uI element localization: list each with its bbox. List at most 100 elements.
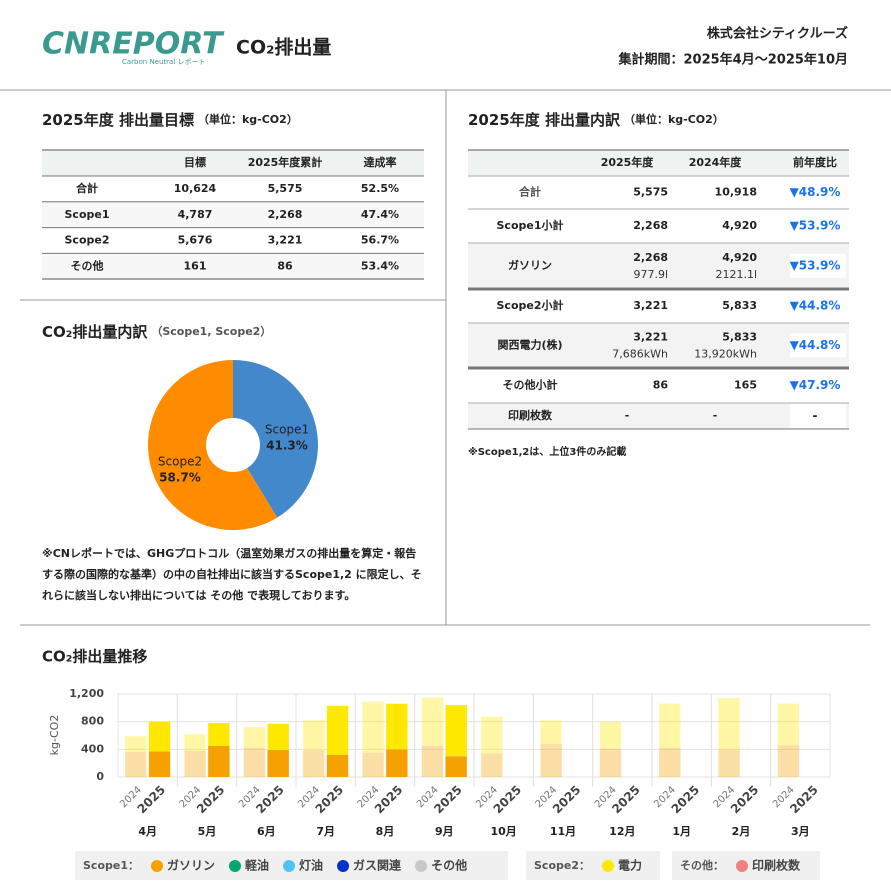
bar-segment bbox=[481, 716, 503, 754]
header-row bbox=[468, 150, 849, 176]
cell: Scope2小計 bbox=[497, 298, 564, 312]
x-tick-label: 10月 bbox=[491, 825, 517, 838]
pie-slice bbox=[233, 360, 318, 518]
sub-cell: 2121.1l bbox=[715, 268, 757, 281]
cell: 4,920 bbox=[722, 219, 757, 232]
year-label: 2025 bbox=[431, 783, 465, 817]
legend-group-label: Scope2： bbox=[534, 859, 590, 872]
section-title: CO₂排出量推移 bbox=[42, 648, 147, 666]
title: CO₂排出量内訳 bbox=[42, 323, 148, 341]
year-label: 2025 bbox=[669, 783, 703, 817]
company: 株式会社シティクルーズ bbox=[707, 26, 848, 42]
cell: 4,920 bbox=[722, 251, 757, 264]
cell: 47.4% bbox=[361, 208, 399, 221]
legend-swatch bbox=[337, 860, 350, 872]
year-label: 2025 bbox=[253, 783, 287, 817]
cell: - bbox=[713, 409, 718, 422]
legend-group-label: その他： bbox=[680, 858, 724, 872]
x-tick-label: 12月 bbox=[609, 825, 635, 838]
cell: 52.5% bbox=[361, 182, 399, 195]
cell: その他小計 bbox=[503, 378, 558, 392]
bar-segment bbox=[718, 698, 740, 750]
cell: ▼44.8% bbox=[790, 299, 841, 313]
cell: ▼44.8% bbox=[790, 338, 841, 352]
header-cell: 2025年度累計 bbox=[248, 155, 323, 169]
legend-label: ガス関連 bbox=[353, 858, 402, 873]
cell: 4,787 bbox=[178, 208, 213, 221]
bar-segment bbox=[243, 727, 266, 748]
cell: 56.7% bbox=[361, 234, 399, 247]
y-tick-label: 0 bbox=[96, 770, 104, 783]
x-tick-label: 11月 bbox=[550, 825, 576, 838]
unit: （単位：kg-CO2） bbox=[624, 112, 724, 126]
cell: ▼53.9% bbox=[790, 219, 841, 233]
title: 2025年度 排出量内訳 bbox=[468, 111, 621, 129]
cell: 合計 bbox=[76, 181, 98, 195]
x-tick-label: 7月 bbox=[316, 825, 335, 838]
bar-segment bbox=[777, 703, 800, 746]
bar-segment bbox=[303, 750, 325, 777]
bar-segment bbox=[208, 745, 230, 777]
legend-label: 軽油 bbox=[245, 858, 269, 873]
row-bg bbox=[468, 323, 849, 368]
cell: 5,575 bbox=[633, 186, 668, 199]
cell: - bbox=[813, 409, 818, 423]
cell-bg bbox=[790, 333, 846, 358]
bar-segment bbox=[421, 697, 444, 746]
bar-segment bbox=[386, 703, 408, 750]
x-tick-label: 8月 bbox=[376, 825, 395, 838]
slice-label: Scope2 bbox=[158, 455, 202, 469]
sub-cell: 7,686kWh bbox=[612, 348, 668, 361]
x-tick-label: 4月 bbox=[138, 825, 157, 838]
year-label: 2025 bbox=[787, 783, 821, 817]
bar-segment bbox=[267, 723, 289, 751]
legend-swatch bbox=[229, 860, 242, 872]
legend-swatch bbox=[602, 860, 614, 872]
legend-label: その他 bbox=[431, 858, 467, 873]
x-tick-label: 1月 bbox=[672, 825, 691, 838]
bar-segment bbox=[777, 745, 800, 777]
bar-segment bbox=[540, 743, 562, 777]
year-label: 2025 bbox=[550, 783, 584, 817]
cell: 5,575 bbox=[268, 182, 303, 195]
bar-segment bbox=[125, 752, 147, 777]
year-label: 2025 bbox=[372, 783, 406, 817]
cell-bg bbox=[790, 254, 846, 278]
dividers bbox=[0, 89, 891, 626]
bar-segment bbox=[362, 752, 384, 777]
bar-segment bbox=[326, 754, 349, 777]
bar-segment bbox=[148, 751, 171, 777]
cell: 2,268 bbox=[268, 208, 303, 221]
logo-sub: Carbon Neutral レポート bbox=[122, 58, 206, 66]
row-bg bbox=[468, 403, 849, 429]
cell: 5,833 bbox=[722, 299, 757, 312]
unit: （単位：kg-CO2） bbox=[198, 112, 298, 126]
cell: 5,833 bbox=[722, 331, 757, 344]
cell: 2,268 bbox=[633, 219, 668, 232]
bar-segment bbox=[148, 721, 171, 752]
x-tick-label: 5月 bbox=[198, 825, 217, 838]
year-label: 2025 bbox=[135, 783, 169, 817]
pie-note: ※CNレポートでは、GHGプロトコル（温室効果ガスの排出量を算定・報告する際の国… bbox=[42, 547, 422, 602]
x-tick-label: 3月 bbox=[791, 825, 810, 838]
bar-segment bbox=[386, 749, 408, 777]
header-cell: 目標 bbox=[184, 155, 206, 169]
cell: 3,221 bbox=[633, 331, 668, 344]
note: ※Scope1,2は、上位3件のみ記載 bbox=[468, 445, 626, 458]
cell: Scope1小計 bbox=[497, 218, 564, 232]
period: 集計期間：2025年4月〜2025年10月 bbox=[618, 52, 849, 68]
cell: 2,268 bbox=[633, 251, 668, 264]
bar-segment bbox=[599, 721, 622, 749]
year-label: 2025 bbox=[609, 783, 643, 817]
bar-segment bbox=[326, 705, 349, 755]
cell: 3,221 bbox=[268, 234, 303, 247]
cell: 印刷枚数 bbox=[508, 408, 553, 422]
bar-segment bbox=[659, 703, 681, 748]
bar-segment bbox=[421, 745, 444, 777]
section-title: 2025年度 排出量内訳 （単位：kg-CO2） bbox=[468, 111, 724, 129]
legend-swatch bbox=[736, 860, 748, 872]
sub-cell: 13,920kWh bbox=[694, 348, 757, 361]
cell: 10,624 bbox=[174, 182, 217, 195]
header-row bbox=[42, 150, 424, 176]
